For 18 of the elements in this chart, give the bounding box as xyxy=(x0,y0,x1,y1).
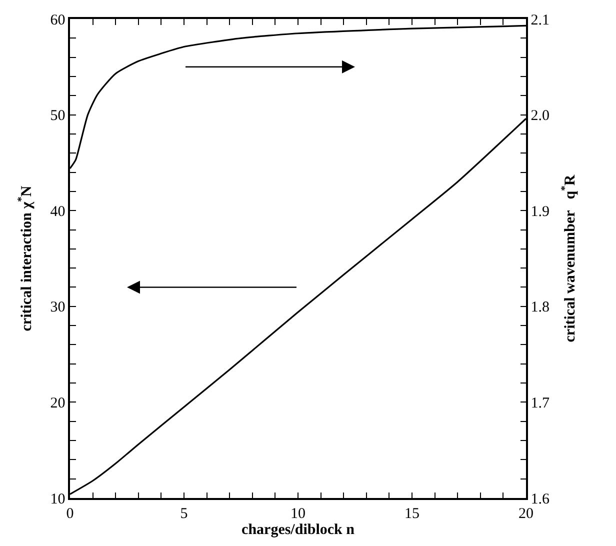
y2-tick-label: 2.1 xyxy=(530,12,550,28)
y-tick-label: 30 xyxy=(50,300,66,316)
y2-tick-label: 1.7 xyxy=(530,395,550,412)
x-axis-title: charges/diblock n xyxy=(242,522,356,538)
x-tick-label: 20 xyxy=(518,506,534,522)
y2-tick-label: 2.0 xyxy=(530,108,550,124)
y-tick-label: 10 xyxy=(50,491,66,508)
y2-tick-label: 1.6 xyxy=(530,491,550,508)
y-tick-label: 50 xyxy=(50,108,66,124)
x-tick-label: 15 xyxy=(404,506,420,522)
y-tick-label: 40 xyxy=(50,204,66,220)
x-tick-label: 5 xyxy=(180,506,188,522)
y-tick-label: 20 xyxy=(50,395,66,412)
y-tick-label: 60 xyxy=(50,12,66,28)
x-tick-label: 10 xyxy=(290,506,306,522)
x-tick-label: 0 xyxy=(66,506,74,522)
y2-tick-label: 1.8 xyxy=(530,300,550,316)
y2-tick-label: 1.9 xyxy=(530,204,550,220)
